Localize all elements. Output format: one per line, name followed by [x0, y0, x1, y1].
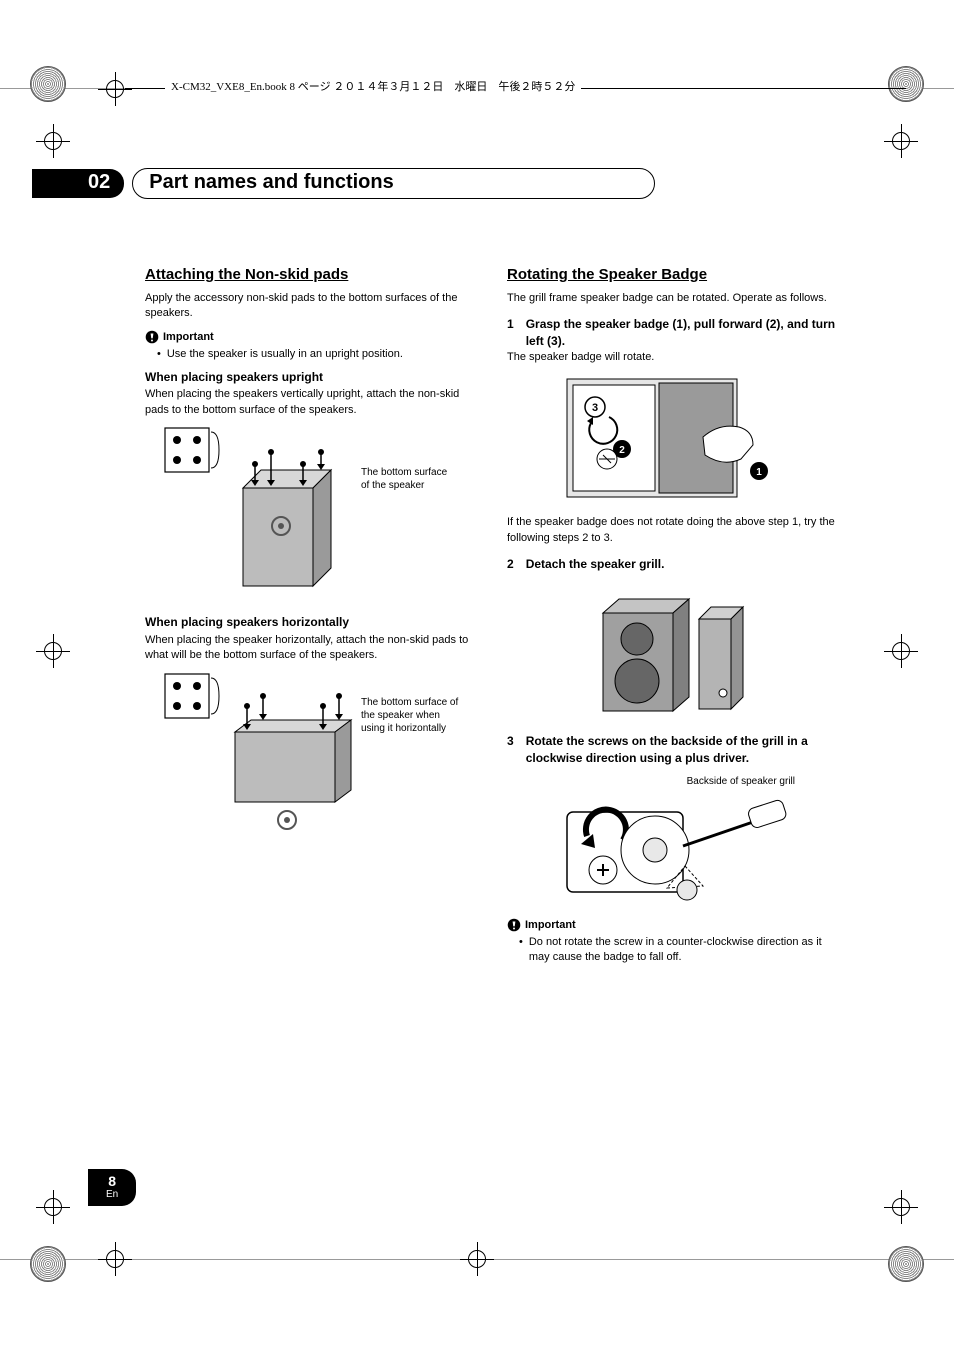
svg-text:2: 2 [619, 445, 625, 456]
subheading: When placing speakers upright [145, 369, 477, 386]
step-number: 2 [507, 556, 514, 573]
subheading: When placing speakers horizontally [145, 614, 477, 631]
warning-icon [507, 918, 521, 932]
bullet-dot: • [519, 935, 523, 966]
step-number: 3 [507, 733, 514, 767]
speaker-upright-illustration [163, 426, 353, 596]
crosshair-mark [36, 124, 70, 158]
bullet: • Use the speaker is usually in an uprig… [145, 347, 477, 362]
step-heading: 2 Detach the speaker grill. [507, 556, 839, 573]
svg-text:3: 3 [592, 402, 598, 414]
crosshair-mark [460, 1242, 494, 1276]
step-title: Detach the speaker grill. [526, 556, 665, 573]
registration-mark [30, 1246, 66, 1282]
registration-mark [888, 1246, 924, 1282]
right-column: Rotating the Speaker Badge The grill fra… [507, 264, 839, 968]
svg-text:1: 1 [756, 467, 762, 478]
section-title: Rotating the Speaker Badge [507, 264, 839, 285]
section-title: Attaching the Non-skid pads [145, 264, 477, 285]
step-title: Rotate the screws on the backside of the… [526, 733, 839, 767]
registration-mark [888, 66, 924, 102]
badge-rotate-illustration: 3 2 1 [563, 375, 783, 505]
figure-horizontal: The bottom surface of the speaker when u… [163, 672, 477, 842]
content-columns: Attaching the Non-skid pads Apply the ac… [145, 264, 839, 968]
body-text: When placing the speakers vertically upr… [145, 387, 477, 418]
header-filename: X-CM32_VXE8_En.book 8 ページ ２０１４年３月１２日 水曜日… [165, 78, 581, 94]
section-intro: Apply the accessory non-skid pads to the… [145, 291, 477, 322]
bullet-dot: • [157, 347, 161, 362]
crosshair-mark [98, 72, 132, 106]
important-heading: Important [145, 330, 477, 345]
step-title: Grasp the speaker badge (1), pull forwar… [526, 316, 839, 350]
crosshair-mark [884, 634, 918, 668]
figure-caption: Backside of speaker grill [507, 775, 795, 788]
step-heading: 1 Grasp the speaker badge (1), pull forw… [507, 316, 839, 350]
body-text: If the speaker badge does not rotate doi… [507, 515, 839, 546]
figure-caption: The bottom surface of the speaker when u… [361, 696, 461, 735]
bullet-text: Do not rotate the screw in a counter-clo… [529, 935, 839, 966]
crosshair-mark [36, 1190, 70, 1224]
crosshair-mark [98, 1242, 132, 1276]
important-label: Important [525, 918, 576, 933]
screw-rotate-illustration [553, 798, 793, 908]
body-text: The speaker badge will rotate. [507, 350, 839, 365]
body-text: When placing the speaker horizontally, a… [145, 633, 477, 664]
crosshair-mark [884, 124, 918, 158]
speaker-horizontal-illustration [163, 672, 353, 842]
important-label: Important [163, 330, 214, 345]
registration-mark [30, 66, 66, 102]
bullet: • Do not rotate the screw in a counter-c… [507, 935, 839, 966]
detach-grill-illustration [583, 583, 763, 723]
figure-caption: The bottom surface of the speaker [361, 466, 451, 492]
chapter-number: 02 [32, 169, 124, 198]
section-intro: The grill frame speaker badge can be rot… [507, 291, 839, 306]
figure-upright: The bottom surface of the speaker [163, 426, 477, 596]
step-heading: 3 Rotate the screws on the backside of t… [507, 733, 839, 767]
chapter-header: 02 Part names and functions [88, 168, 804, 199]
step-number: 1 [507, 316, 514, 350]
page-lang: En [106, 1189, 118, 1200]
page-footer: 8 En [88, 1169, 136, 1206]
left-column: Attaching the Non-skid pads Apply the ac… [145, 264, 477, 968]
warning-icon [145, 330, 159, 344]
crosshair-mark [36, 634, 70, 668]
page-number: 8 [106, 1173, 118, 1189]
chapter-title: Part names and functions [132, 168, 655, 199]
crosshair-mark [884, 1190, 918, 1224]
bullet-text: Use the speaker is usually in an upright… [167, 347, 403, 362]
important-heading: Important [507, 918, 839, 933]
